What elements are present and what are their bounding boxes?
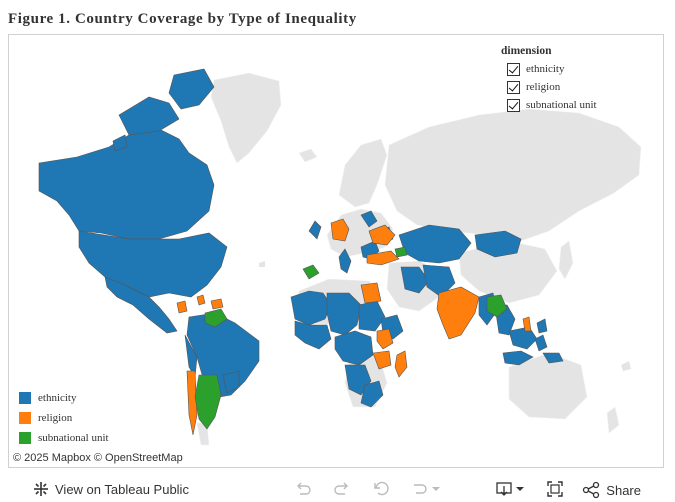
legend-swatch	[19, 392, 31, 404]
checkbox-checked-icon[interactable]	[507, 62, 520, 76]
religion-countries[interactable]	[176, 218, 532, 436]
revert-icon[interactable]	[372, 480, 392, 498]
legend-label: religion	[38, 412, 73, 424]
filter-option-subnational-unit[interactable]: subnational unit	[501, 96, 597, 114]
legend-item-religion[interactable]: religion	[19, 408, 109, 428]
tableau-logo-icon	[34, 482, 48, 496]
page-title: Figure 1. Country Coverage by Type of In…	[8, 11, 357, 27]
filter-option-label: religion	[526, 81, 561, 93]
share-button[interactable]: Share	[582, 481, 641, 499]
filter-title: dimension	[501, 45, 552, 57]
checkbox-checked-icon[interactable]	[507, 98, 520, 112]
tableau-toolbar: View on Tableau Public Share	[0, 476, 675, 502]
world-map[interactable]	[9, 35, 663, 467]
download-icon[interactable]	[495, 480, 527, 498]
map-attribution[interactable]: © 2025 Mapbox © OpenStreetMap	[13, 452, 183, 464]
view-on-tableau-link[interactable]: View on Tableau Public	[33, 481, 189, 497]
legend-swatch	[19, 432, 31, 444]
share-icon	[583, 481, 600, 499]
filter-option-label: ethnicity	[526, 63, 565, 75]
map-frame[interactable]: dimension ethnicity religion subnational…	[8, 34, 664, 468]
fullscreen-icon[interactable]	[546, 480, 564, 498]
color-legend: ethnicity religion subnational unit	[19, 388, 109, 448]
legend-label: ethnicity	[38, 392, 77, 404]
legend-label: subnational unit	[38, 432, 109, 444]
legend-item-ethnicity[interactable]: ethnicity	[19, 388, 109, 408]
undo-icon[interactable]	[294, 480, 312, 498]
checkbox-checked-icon[interactable]	[507, 80, 520, 94]
pause-icon[interactable]	[410, 480, 442, 498]
share-label: Share	[606, 482, 641, 498]
filter-option-ethnicity[interactable]: ethnicity	[501, 60, 597, 78]
dimension-filter[interactable]: dimension ethnicity religion subnational…	[501, 45, 597, 114]
legend-swatch	[19, 412, 31, 424]
filter-option-label: subnational unit	[526, 99, 597, 111]
filter-option-religion[interactable]: religion	[501, 78, 597, 96]
ethnicity-countries[interactable]	[38, 68, 564, 408]
subnational-countries[interactable]	[194, 246, 508, 430]
redo-icon[interactable]	[333, 480, 351, 498]
view-on-tableau-label: View on Tableau Public	[55, 481, 189, 497]
minor-islands	[259, 261, 631, 371]
legend-item-subnational-unit[interactable]: subnational unit	[19, 428, 109, 448]
